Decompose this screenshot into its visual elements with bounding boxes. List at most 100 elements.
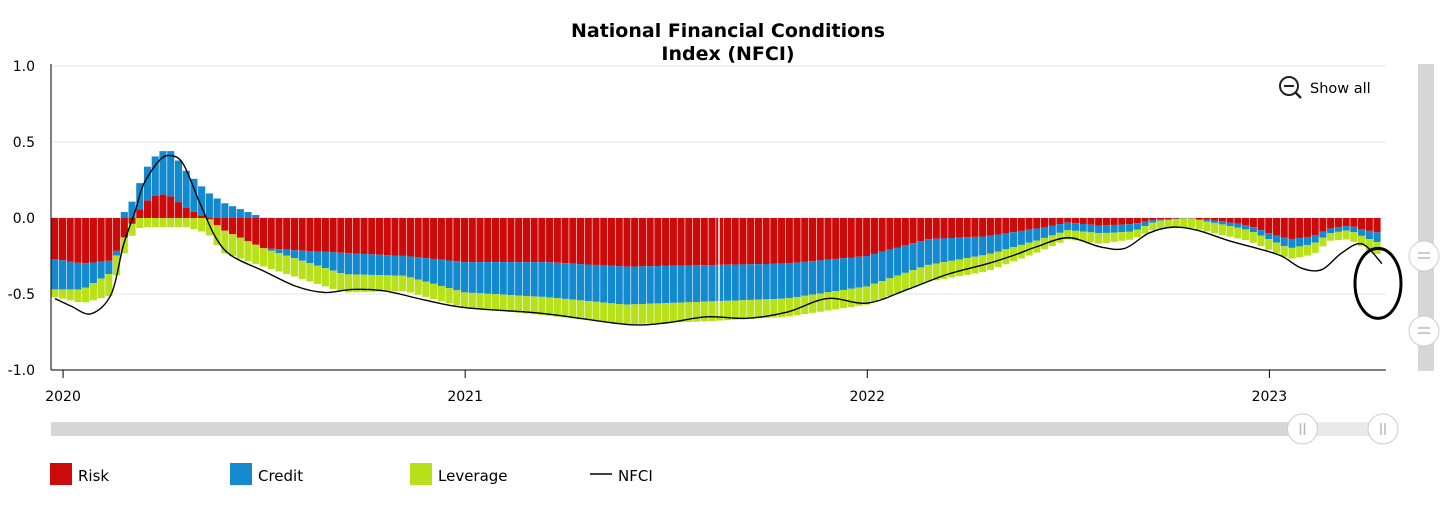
risk-bar (1087, 218, 1095, 225)
risk-bar (731, 218, 739, 265)
navigator-handle-right[interactable] (1367, 413, 1399, 445)
credit-bar (731, 264, 739, 301)
risk-bar (484, 218, 492, 263)
risk-bar (963, 218, 971, 238)
credit-bar (468, 262, 476, 293)
show-all-button[interactable]: Show all (1272, 72, 1380, 104)
credit-bar (151, 156, 159, 196)
legend-item-risk[interactable]: Risk (50, 463, 109, 485)
leverage-bar (167, 218, 175, 228)
risk-bar (205, 218, 213, 220)
leverage-bar (638, 304, 646, 324)
leverage-bar (1280, 246, 1288, 257)
risk-bar (747, 218, 755, 265)
risk-bar (654, 218, 662, 267)
credit-bar (971, 236, 979, 257)
leverage-bar (375, 275, 384, 292)
leverage-bar (778, 298, 786, 318)
credit-bar (1056, 224, 1064, 233)
leverage-bar (569, 299, 577, 319)
risk-bar (1172, 218, 1180, 219)
credit-bar (391, 255, 399, 276)
vertical-scroll-track (1418, 64, 1434, 371)
leverage-bar (955, 259, 964, 277)
credit-bar (97, 261, 105, 279)
leverage-bar (1149, 222, 1157, 231)
risk-bar (298, 218, 306, 251)
leverage-bar (1172, 219, 1180, 228)
leverage-bar (785, 298, 793, 317)
leverage-bar (623, 304, 631, 325)
credit-bar (414, 257, 422, 280)
leverage-bar (839, 289, 848, 309)
leverage-bar (213, 225, 221, 245)
risk-bar (638, 218, 646, 267)
risk-bar (646, 218, 654, 267)
navigator-handle-left[interactable] (1286, 413, 1318, 445)
legend-item-leverage[interactable]: Leverage (410, 463, 508, 485)
credit-bar (631, 266, 639, 305)
leverage-bar (1342, 230, 1350, 240)
risk-bar (221, 218, 229, 231)
leverage-bar (739, 300, 747, 320)
risk-bar (584, 218, 592, 265)
risk-bar (1079, 218, 1087, 224)
credit-bar (58, 260, 67, 290)
leverage-bar (1017, 244, 1025, 259)
leverage-bar (499, 294, 507, 312)
x-tick-label: 2023 (1252, 389, 1288, 405)
leverage-bar (917, 267, 925, 285)
risk-bar (839, 218, 848, 259)
credit-bar (1350, 226, 1358, 233)
risk-bar (453, 218, 461, 262)
leverage-bar (909, 270, 917, 288)
legend-label: Risk (78, 467, 109, 485)
risk-bar (1319, 218, 1327, 232)
risk-bar (244, 218, 252, 242)
credit-bar (963, 237, 971, 259)
credit-bar (143, 166, 152, 201)
leverage-bar (314, 265, 322, 284)
credit-bar (522, 262, 530, 296)
credit-bar (762, 263, 770, 300)
risk-bar (306, 218, 314, 252)
credit-bar (275, 249, 283, 254)
credit-bar (1226, 222, 1234, 227)
vertical-handle-bottom[interactable] (1408, 315, 1440, 347)
leverage-bar (205, 219, 213, 236)
chart-title-line-2: Index (NFCI) (661, 43, 794, 65)
risk-bar (669, 218, 677, 266)
risk-bar (770, 218, 778, 264)
legend-item-credit[interactable]: Credit (230, 463, 303, 485)
navigator-selection[interactable] (1302, 422, 1383, 436)
leverage-bar (329, 270, 337, 289)
credit-bar (1164, 218, 1172, 220)
risk-bar (89, 218, 97, 263)
highlight-ellipse (1353, 246, 1403, 320)
legend-item-nfci[interactable]: NFCI (590, 467, 653, 485)
range-navigator[interactable] (51, 413, 1399, 445)
risk-bar (499, 218, 507, 263)
risk-bar (345, 218, 353, 254)
risk-bar (971, 218, 979, 237)
credit-bar (1327, 228, 1335, 234)
credit-bar (89, 262, 97, 284)
leverage-bar (1180, 218, 1188, 228)
leverage-bar (1102, 232, 1110, 243)
credit-bar (677, 265, 685, 303)
risk-bar (198, 215, 206, 218)
credit-bar (66, 261, 74, 290)
risk-bar (685, 218, 693, 266)
credit-bar (979, 236, 987, 256)
leverage-bar (979, 255, 987, 273)
vertical-handle-top[interactable] (1408, 240, 1440, 272)
credit-bar (538, 262, 546, 297)
vertical-scrollbar[interactable] (1408, 64, 1440, 371)
leverage-bar (306, 263, 314, 282)
leverage-bar (74, 289, 82, 303)
risk-bar (1149, 218, 1157, 221)
leverage-bar (244, 241, 252, 262)
leverage-bar (321, 268, 329, 287)
leverage-bar (576, 300, 585, 320)
leverage-bar (1010, 247, 1018, 262)
